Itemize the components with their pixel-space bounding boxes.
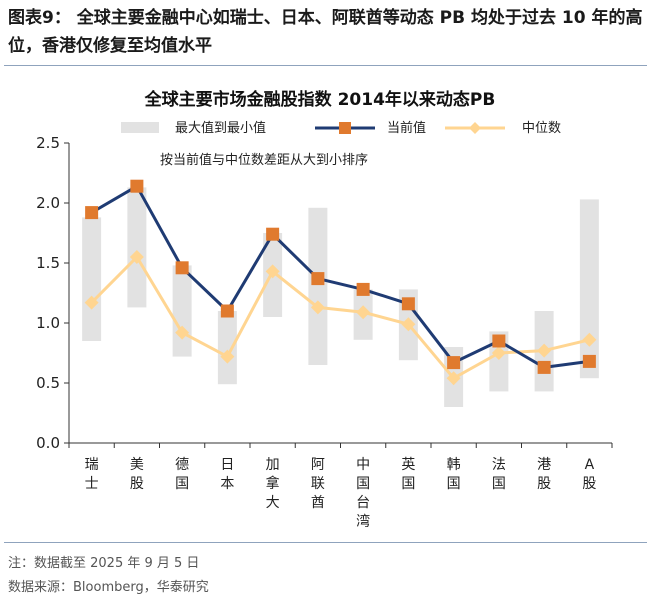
- figure-heading: 图表9： 全球主要金融中心如瑞士、日本、阿联酋等动态 PB 均处于过去 10 年…: [8, 8, 643, 56]
- median-point: [401, 317, 416, 332]
- current-point: [175, 261, 189, 275]
- range-bar: [172, 265, 192, 357]
- median-point: [310, 300, 325, 315]
- range-bar: [82, 217, 102, 341]
- x-tick-label: 韩国: [447, 457, 461, 492]
- y-axis: 0.0 0.5 1.0 1.5 2.0 2.5: [36, 134, 70, 452]
- median-point: [537, 343, 552, 358]
- series-lines: [90, 184, 590, 380]
- current-point: [492, 334, 506, 348]
- legend-range-swatch: [121, 122, 159, 133]
- x-tick-label: 中国台湾: [356, 457, 370, 530]
- series-markers: [84, 179, 597, 386]
- median-point: [84, 295, 99, 310]
- x-tick-label: 瑞士: [85, 457, 99, 492]
- current-point: [220, 304, 234, 318]
- source-note: 数据来源：Bloomberg，华泰研究: [8, 580, 209, 595]
- y-tick-label: 0.0: [36, 434, 60, 452]
- bottom-divider: [4, 542, 647, 543]
- current-point: [85, 206, 99, 220]
- legend-median-label: 中位数: [522, 121, 561, 136]
- y-tick-label: 1.0: [36, 314, 60, 332]
- median-point: [582, 332, 597, 347]
- current-point: [537, 360, 551, 374]
- median-point: [175, 325, 190, 340]
- range-bar: [127, 187, 147, 308]
- current-line: [90, 184, 590, 369]
- current-point: [356, 282, 370, 296]
- top-divider: [4, 65, 647, 66]
- range-bar: [217, 311, 237, 385]
- legend: 最大值到最小值 当前值 中位数: [121, 120, 561, 136]
- x-tick-label: 美股: [130, 457, 144, 492]
- x-tick-label: 港股: [537, 457, 551, 492]
- x-tick-label: 德国: [175, 457, 189, 492]
- y-tick-label: 2.0: [36, 194, 60, 212]
- legend-median-marker: [469, 122, 481, 134]
- y-tick-label: 1.5: [36, 254, 60, 272]
- range-bar: [579, 199, 599, 379]
- current-point: [130, 179, 144, 193]
- y-tick-label: 2.5: [36, 134, 60, 152]
- x-tick-label: 英国: [401, 456, 415, 492]
- median-point: [446, 371, 461, 386]
- range-bar: [308, 207, 328, 365]
- chart-title: 全球主要市场金融股指数 2014年以来动态PB: [144, 89, 496, 110]
- median-point: [491, 346, 506, 360]
- y-tick-label: 0.5: [36, 374, 60, 392]
- median-point: [220, 349, 235, 364]
- x-tick-label: 阿联酋: [311, 457, 325, 511]
- current-point: [401, 297, 415, 311]
- median-point: [356, 305, 371, 320]
- median-point: [265, 264, 280, 279]
- median-point: [129, 250, 144, 264]
- current-point: [311, 272, 325, 286]
- x-tick-label: 加拿大: [266, 457, 280, 511]
- x-tick-label: 法国: [492, 457, 506, 492]
- median-line: [90, 255, 590, 380]
- current-point: [447, 356, 461, 370]
- legend-current-marker: [339, 122, 351, 134]
- current-point: [582, 354, 596, 368]
- x-tick-label: 日本: [220, 457, 234, 492]
- current-point: [266, 227, 280, 241]
- legend-current-label: 当前值: [387, 120, 426, 136]
- chart-annotation: 按当前值与中位数差距从大到小排序: [160, 152, 368, 168]
- legend-range-label: 最大值到最小值: [175, 120, 266, 136]
- footnote: 注：数据截至 2025 年 9 月 5 日: [8, 556, 200, 571]
